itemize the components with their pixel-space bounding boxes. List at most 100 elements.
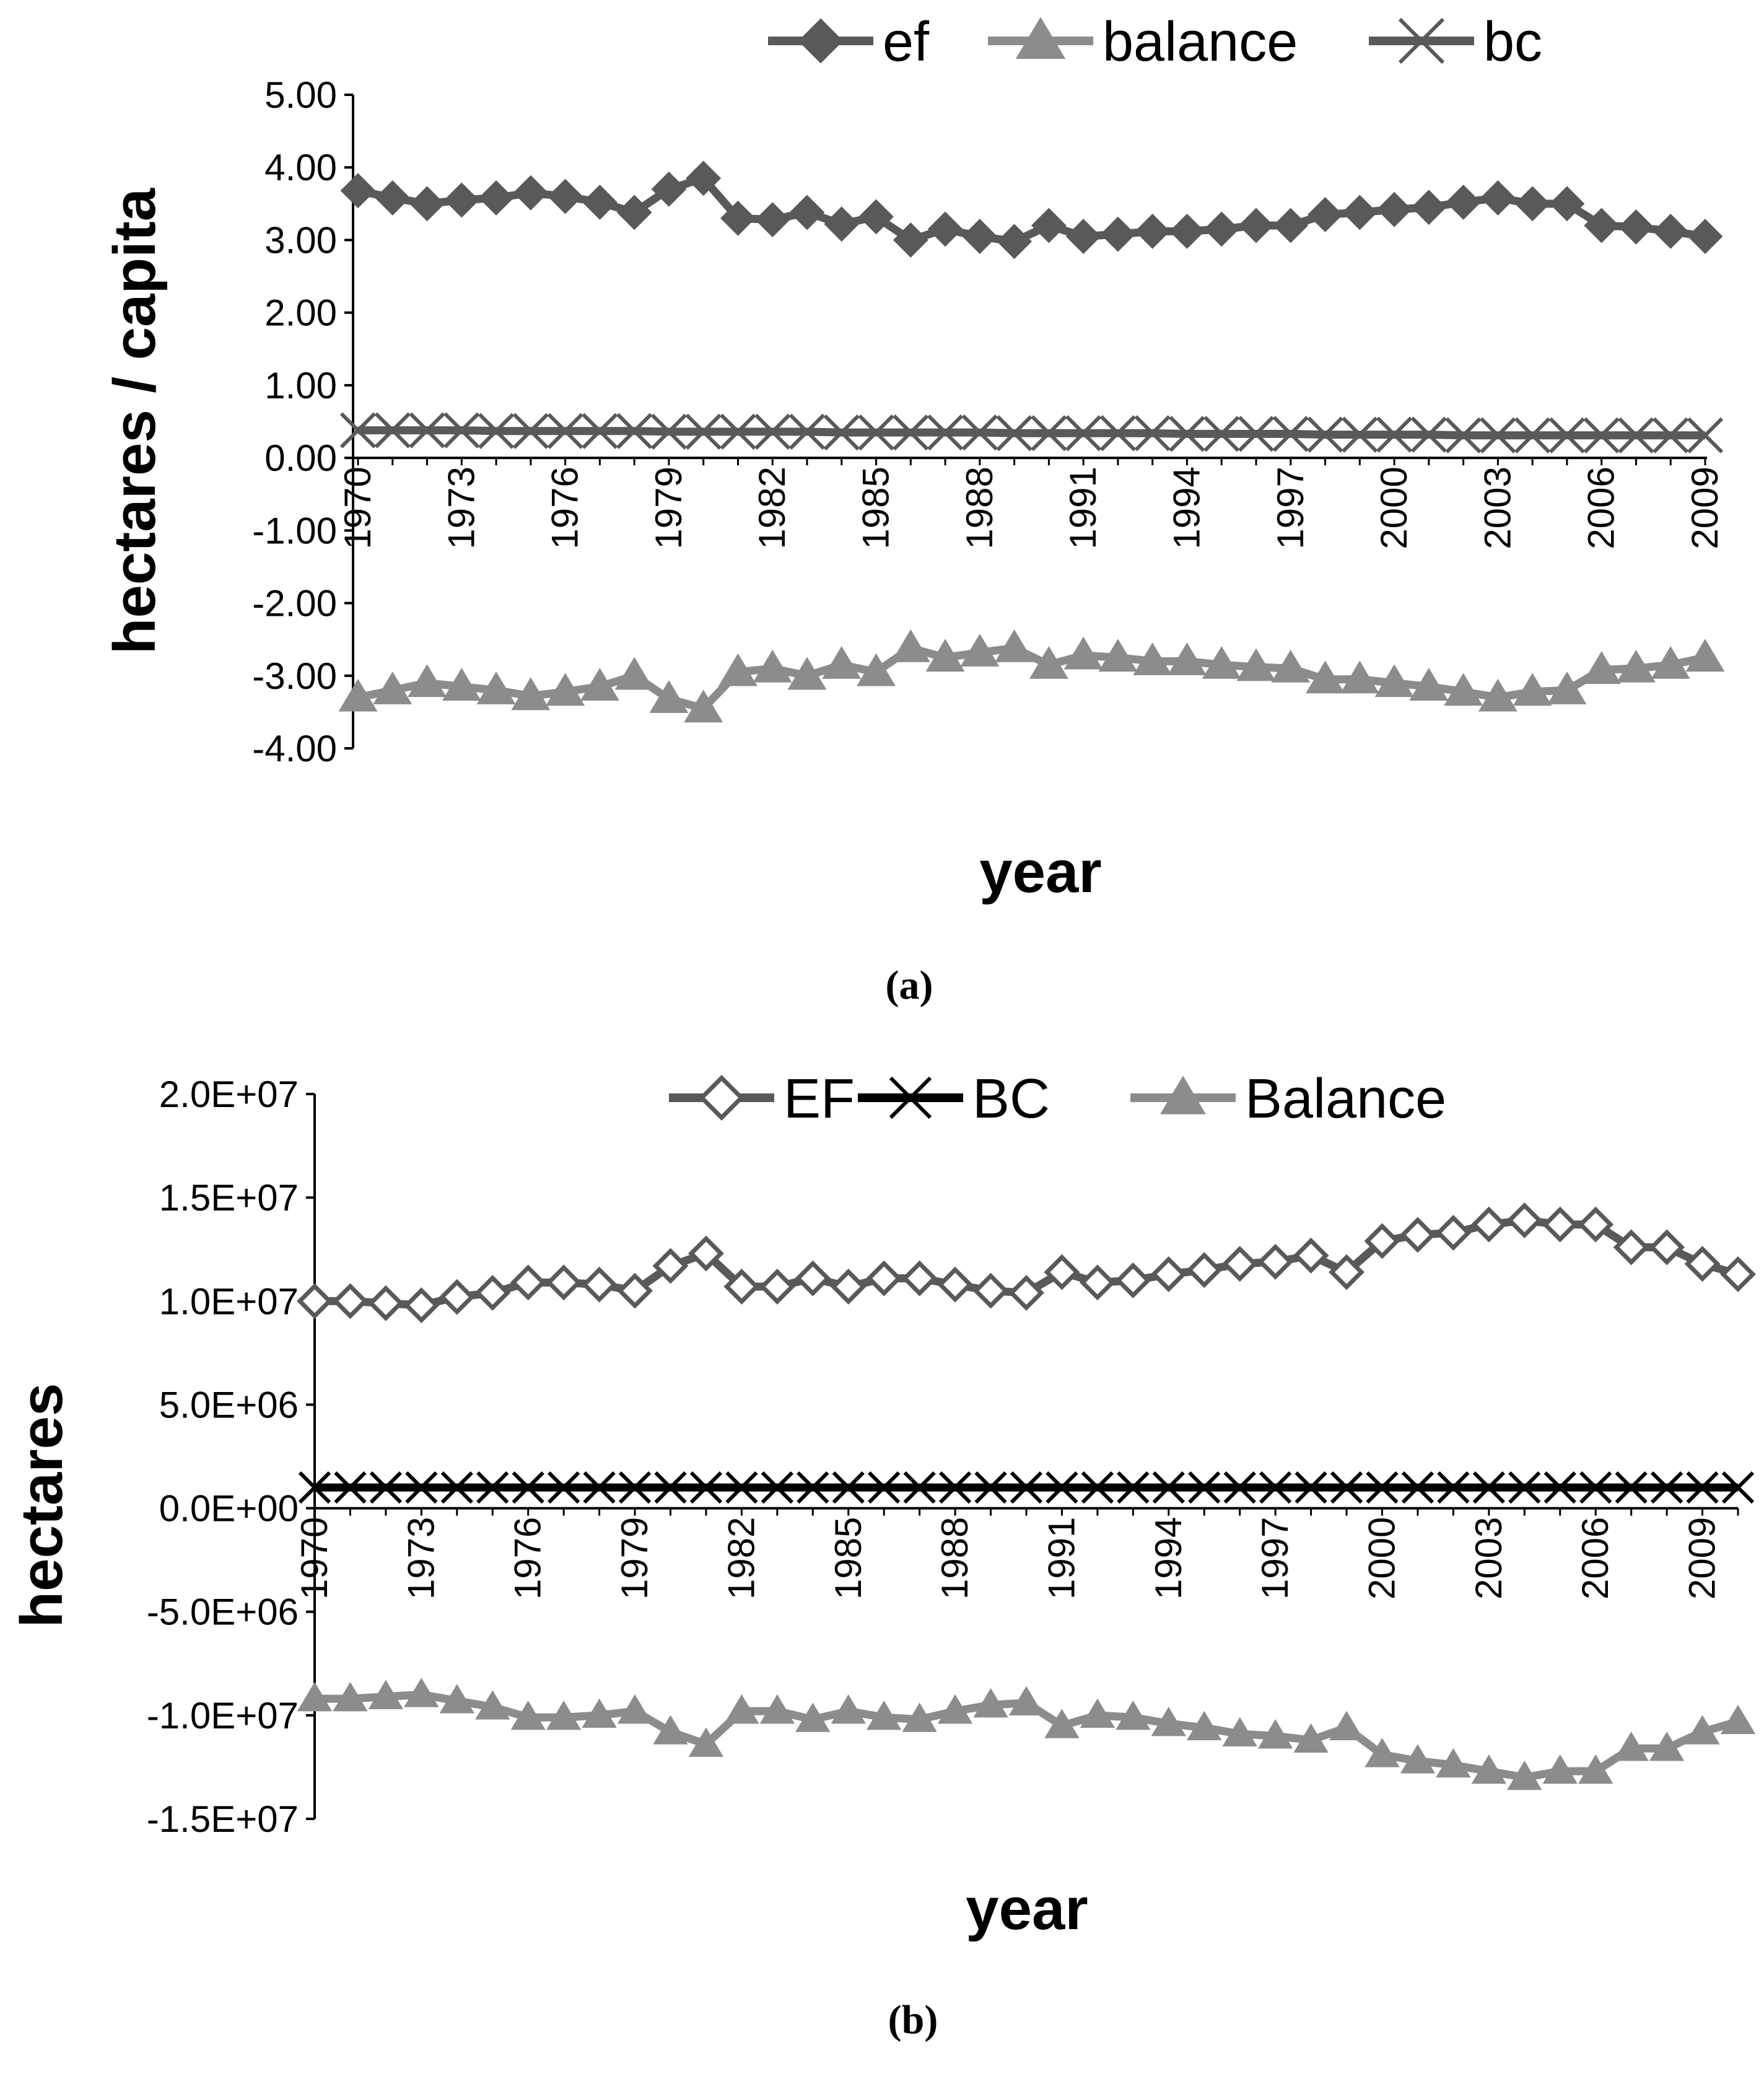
data-point-ef xyxy=(754,202,790,238)
data-point-ef xyxy=(858,199,894,235)
data-point-ef xyxy=(1480,180,1516,216)
data-point-EF xyxy=(1008,1274,1044,1311)
y-tick-label: -1.0E+07 xyxy=(147,1695,299,1736)
data-point-BC xyxy=(725,1471,758,1504)
data-point-bc xyxy=(720,413,756,450)
legend-item-balance: balance xyxy=(988,11,1298,73)
data-point-Balance xyxy=(1329,1710,1364,1741)
data-point-Balance xyxy=(582,1698,617,1728)
x-tick-label: 1976 xyxy=(544,466,586,549)
y-tick-label: 1.0E+07 xyxy=(159,1281,299,1322)
data-point-BC xyxy=(1223,1471,1256,1504)
data-point-bc xyxy=(547,413,583,449)
data-point-ef xyxy=(1584,208,1620,243)
data-point-EF xyxy=(297,1283,333,1320)
y-tick-label: -2.00 xyxy=(252,583,337,624)
data-point-bc xyxy=(823,414,860,451)
data-point-Balance xyxy=(333,1681,368,1712)
legend-item-Balance: Balance xyxy=(1130,1068,1446,1130)
data-point-BC xyxy=(1081,1471,1114,1504)
data-point-Balance xyxy=(759,1694,795,1724)
data-point-ef xyxy=(1238,208,1274,243)
data-point-balance xyxy=(1306,660,1345,694)
legend-label-Balance: Balance xyxy=(1245,1068,1446,1130)
data-point-bc xyxy=(1169,416,1205,452)
data-point-bc xyxy=(582,413,618,449)
panel-b: 2.0E+07 1.5E+07 1.0E+07 5.0E+06 0.0E+00 -5.0E… xyxy=(9,1068,1756,2042)
data-point-BC xyxy=(1472,1471,1505,1504)
data-point-BC xyxy=(548,1471,580,1504)
data-point-Balance xyxy=(1222,1717,1257,1747)
legend-marker-Balance xyxy=(1160,1075,1206,1114)
data-point-EF xyxy=(759,1268,795,1305)
data-point-EF xyxy=(1578,1206,1614,1243)
legend-item-EF: EF xyxy=(669,1068,855,1130)
data-point-BC xyxy=(974,1471,1007,1504)
data-point-balance xyxy=(408,664,447,698)
data-point-bc xyxy=(1065,415,1102,452)
y-tick-label: 1.00 xyxy=(264,365,337,406)
data-point-balance xyxy=(614,657,654,690)
data-point-ef xyxy=(1446,185,1482,220)
legend-marker-EF xyxy=(699,1075,744,1121)
data-point-bc xyxy=(754,413,791,450)
y-axis-title-a: hectares / capita xyxy=(102,188,168,654)
data-point-ef xyxy=(443,182,479,218)
data-point-ef xyxy=(1618,209,1654,245)
data-point-EF xyxy=(1186,1252,1223,1289)
data-point-EF xyxy=(723,1268,760,1305)
data-point-balance xyxy=(925,639,965,672)
x-tick-label: 2009 xyxy=(1684,466,1726,549)
data-point-bc xyxy=(650,413,688,450)
data-point-EF xyxy=(1435,1215,1472,1251)
x-tick-label: 1988 xyxy=(959,466,1000,549)
data-point-BC xyxy=(761,1471,793,1504)
legend-item-BC: BC xyxy=(858,1068,1050,1130)
x-tick-label: 2009 xyxy=(1682,1517,1723,1600)
data-point-EF xyxy=(1150,1256,1187,1292)
data-point-balance xyxy=(1582,651,1622,684)
x-tick-label: 1973 xyxy=(400,1517,442,1600)
data-point-Balance xyxy=(1116,1701,1151,1730)
data-point-Balance xyxy=(1400,1744,1436,1774)
data-point-bc xyxy=(409,412,445,449)
data-point-Balance xyxy=(1008,1686,1044,1715)
data-point-bc xyxy=(1410,416,1447,453)
data-point-EF xyxy=(367,1285,404,1321)
data-point-EF xyxy=(581,1266,618,1303)
data-point-ef xyxy=(651,171,687,207)
data-point-Balance xyxy=(1613,1732,1649,1761)
y-tick-label: -5.0E+06 xyxy=(147,1591,299,1633)
data-point-balance xyxy=(753,649,792,683)
data-point-Balance xyxy=(510,1701,546,1730)
y-tick-label: 2.0E+07 xyxy=(159,1074,299,1115)
data-point-Balance xyxy=(1507,1760,1542,1790)
data-point-EF xyxy=(1293,1237,1329,1274)
data-point-balance xyxy=(995,629,1034,662)
data-point-BC xyxy=(369,1471,403,1504)
x-axis-title-b: year xyxy=(966,1876,1088,1942)
data-point-BC xyxy=(405,1471,438,1504)
y-tick-label: 3.00 xyxy=(264,219,337,261)
x-tick-label: 2000 xyxy=(1361,1517,1403,1600)
data-point-BC xyxy=(334,1471,367,1504)
data-point-bc xyxy=(1376,416,1413,453)
data-point-balance xyxy=(787,657,827,690)
data-point-EF xyxy=(1400,1217,1436,1253)
data-point-ef xyxy=(1169,213,1205,249)
data-point-balance xyxy=(373,671,413,704)
data-point-BC xyxy=(1721,1471,1755,1504)
data-point-EF xyxy=(439,1279,475,1315)
x-tick-label: 1991 xyxy=(1041,1517,1082,1600)
y-tick-label: 4.00 xyxy=(264,147,337,188)
data-point-Balance xyxy=(831,1694,866,1724)
data-point-Balance xyxy=(724,1694,759,1724)
data-point-BC xyxy=(618,1471,652,1504)
data-point-ef xyxy=(1514,186,1550,222)
data-point-EF xyxy=(403,1287,440,1323)
data-point-bc xyxy=(374,412,411,449)
data-point-Balance xyxy=(475,1690,510,1720)
x-tick-label: 1997 xyxy=(1254,1517,1296,1600)
data-point-Balance xyxy=(1364,1738,1400,1767)
data-point-ef xyxy=(1342,195,1378,230)
